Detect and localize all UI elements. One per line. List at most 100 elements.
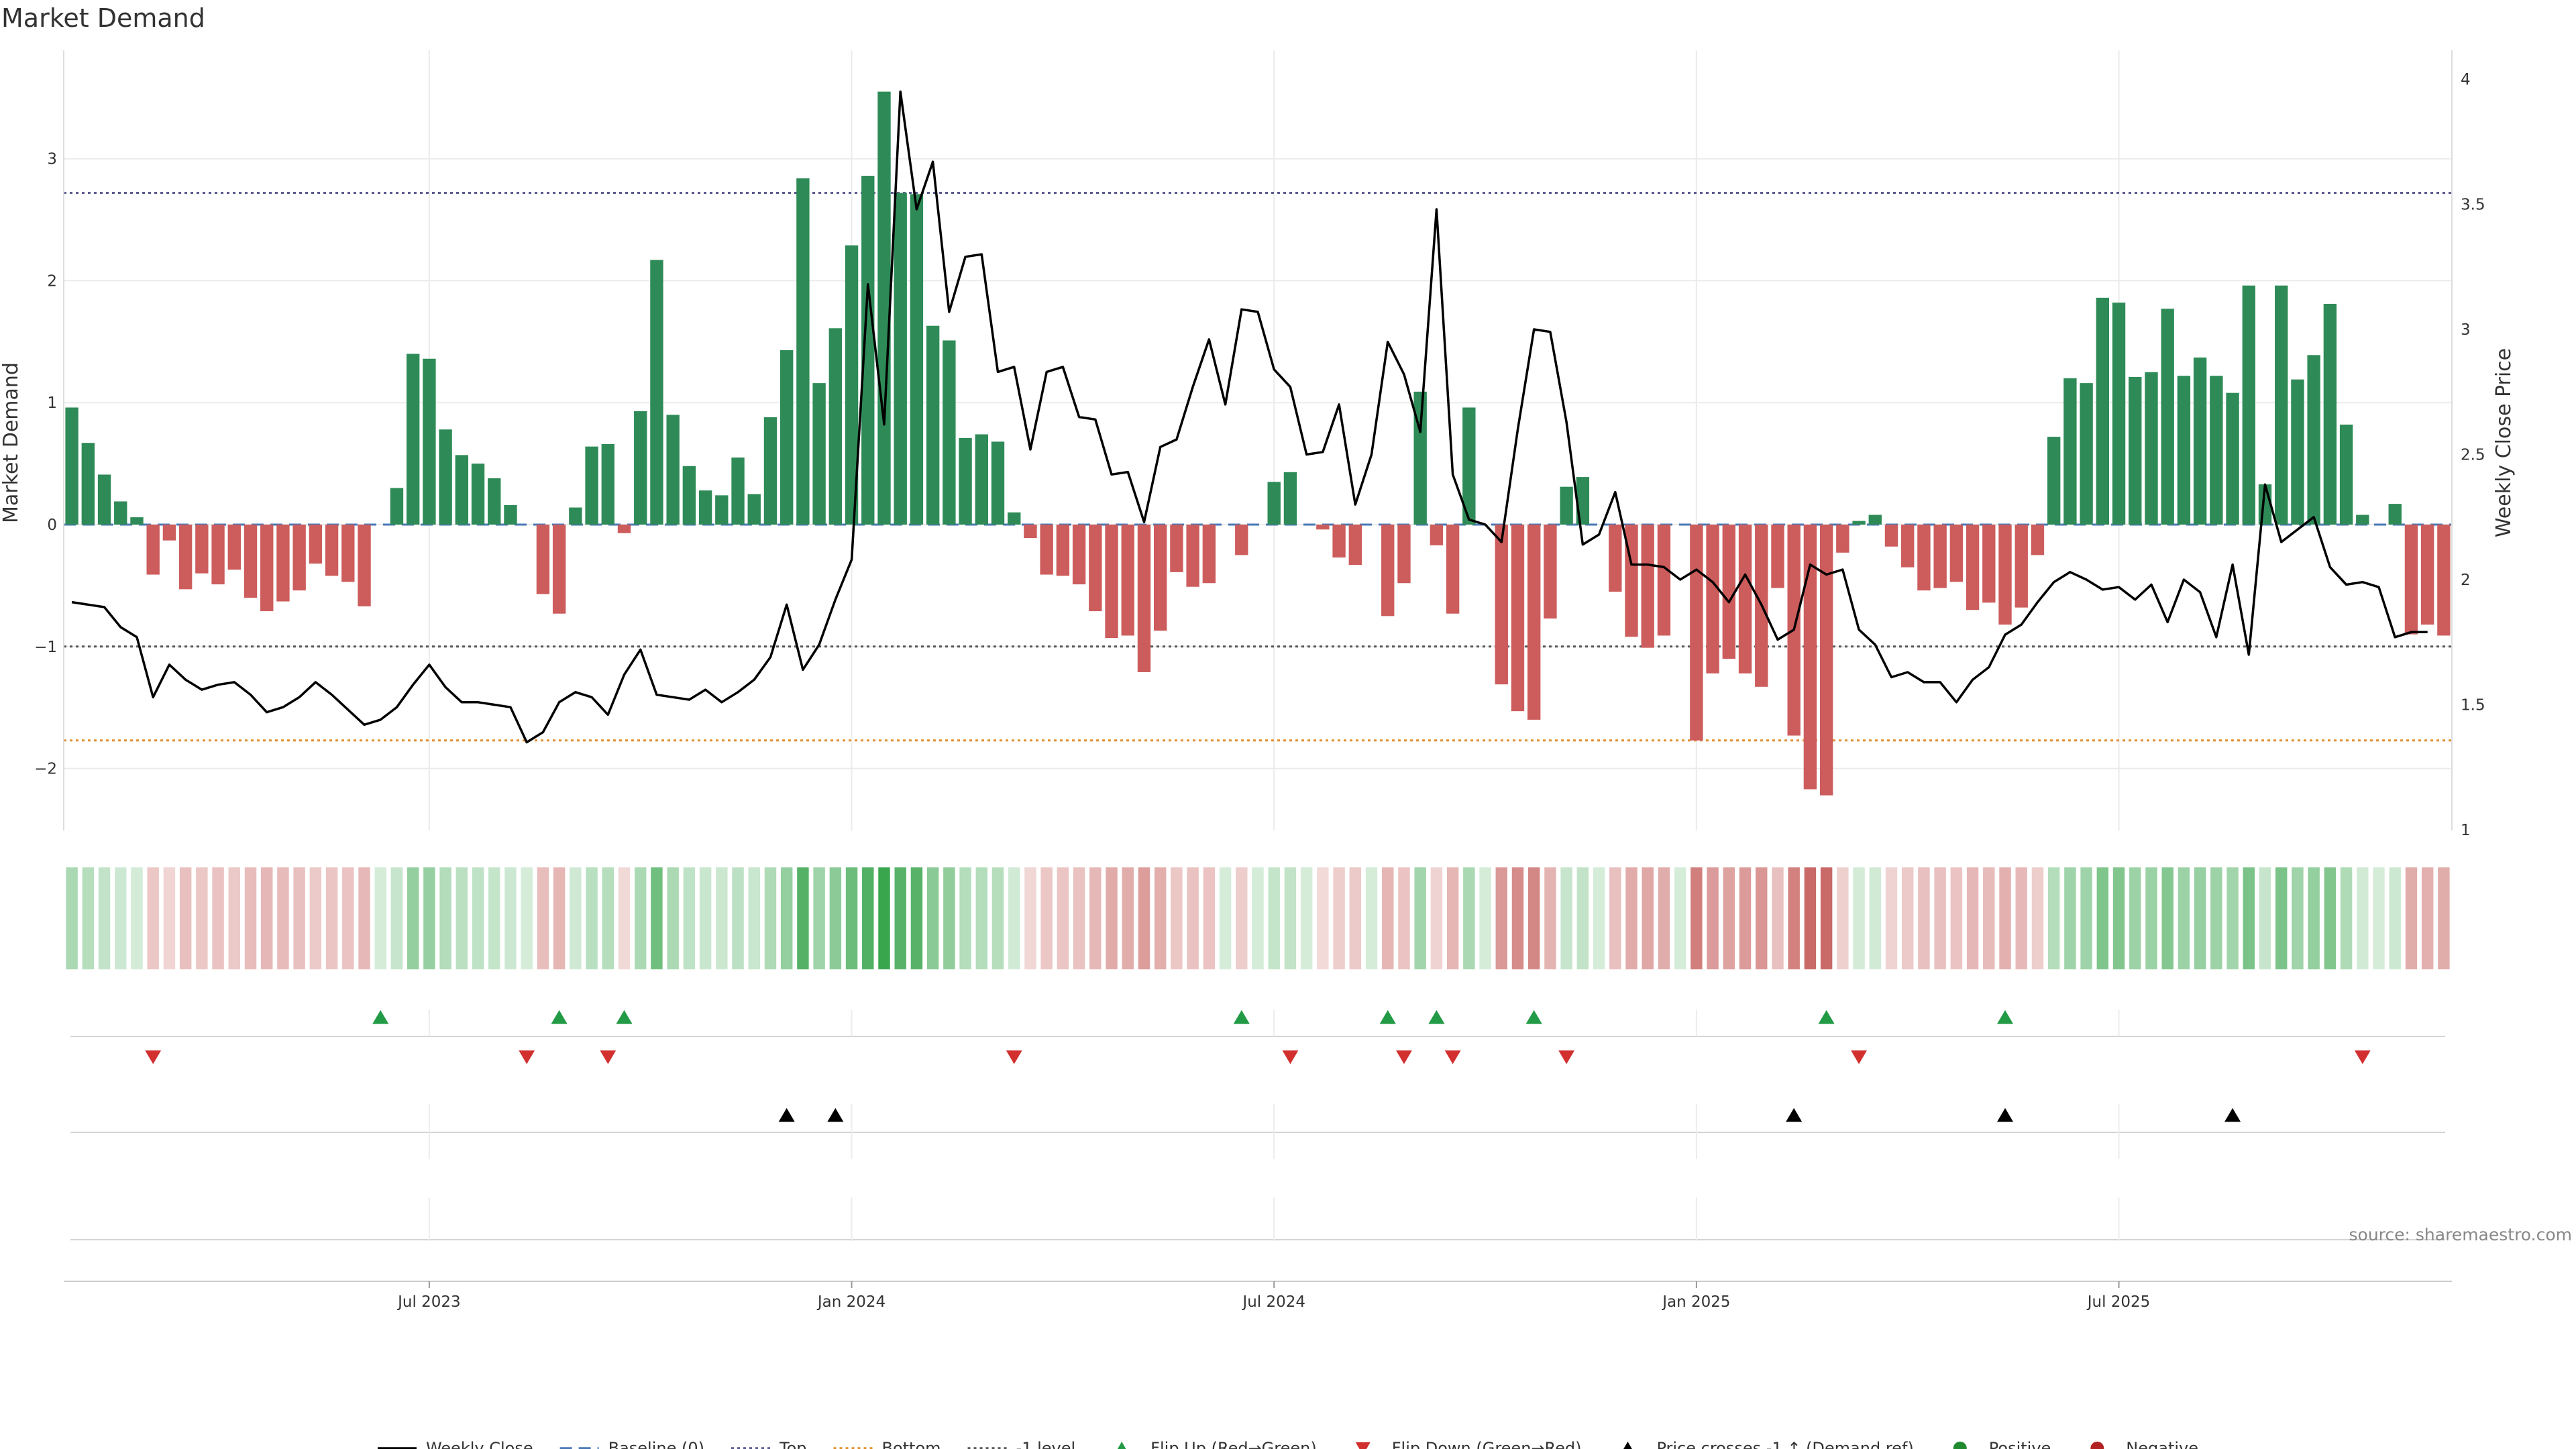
demand-bar bbox=[406, 354, 420, 525]
heat-cell bbox=[1398, 867, 1410, 969]
flip-up-marker bbox=[1379, 1010, 1396, 1024]
demand-bar bbox=[1884, 525, 1898, 547]
flip-down-marker bbox=[1851, 1050, 1868, 1065]
demand-bar bbox=[1121, 525, 1134, 636]
demand-bar bbox=[1917, 525, 1931, 591]
heat-cell bbox=[2210, 867, 2222, 969]
heat-cell bbox=[910, 867, 923, 969]
demand-bar bbox=[2063, 378, 2077, 525]
demand-bar bbox=[1641, 525, 1654, 648]
heat-cell bbox=[2226, 867, 2239, 969]
demand-bar bbox=[2388, 504, 2402, 525]
flip-up-marker bbox=[1233, 1010, 1250, 1024]
demand-bar bbox=[1235, 525, 1248, 555]
heat-cell bbox=[1236, 867, 1248, 969]
heat-cell bbox=[1576, 867, 1589, 969]
heat-cell bbox=[829, 867, 842, 969]
legend-label: Weekly Close bbox=[426, 1439, 533, 1449]
demand-bar bbox=[2080, 383, 2093, 525]
demand-bar bbox=[1495, 525, 1508, 685]
heat-cell bbox=[1089, 867, 1102, 969]
demand-bar bbox=[601, 444, 614, 525]
heat-cell bbox=[1284, 867, 1297, 969]
flip-down-marker bbox=[519, 1050, 535, 1065]
demand-bar bbox=[97, 474, 111, 525]
heat-cell bbox=[472, 867, 484, 969]
heat-cell bbox=[1252, 867, 1264, 969]
heat-cell bbox=[521, 867, 533, 969]
heat-cell bbox=[342, 867, 354, 969]
heat-cell bbox=[163, 867, 176, 969]
heat-cell bbox=[1901, 867, 1914, 969]
y-tick-label: 3 bbox=[47, 151, 57, 168]
flip-down-marker bbox=[1395, 1050, 1412, 1065]
heat-cell bbox=[991, 867, 1004, 969]
demand-bar bbox=[1056, 525, 1070, 576]
demand-bar bbox=[1186, 525, 1199, 587]
demand-bar bbox=[1560, 486, 1573, 525]
heat-cell bbox=[1966, 867, 1979, 969]
legend-swatch bbox=[2090, 1442, 2104, 1449]
demand-bar bbox=[1690, 525, 1703, 741]
demand-bar bbox=[1024, 525, 1037, 538]
heat-cell bbox=[1463, 867, 1475, 969]
heat-cell bbox=[1934, 867, 1946, 969]
demand-bar bbox=[536, 525, 550, 594]
heat-cell bbox=[2243, 867, 2255, 969]
demand-bar bbox=[1706, 525, 1719, 674]
demand-bar bbox=[845, 245, 859, 525]
heat-cell bbox=[716, 867, 728, 969]
heat-cell bbox=[1527, 867, 1540, 969]
heat-cell bbox=[1219, 867, 1232, 969]
demand-bar bbox=[828, 328, 843, 525]
demand-bar bbox=[178, 525, 193, 590]
y2-tick-label: 2.5 bbox=[2461, 447, 2485, 464]
heat-cell bbox=[1300, 867, 1313, 969]
demand-bar bbox=[1040, 525, 1053, 575]
demand-bar bbox=[276, 525, 290, 602]
demand-bar bbox=[1089, 525, 1102, 612]
demand-bar bbox=[358, 525, 371, 606]
x-tick-label: Jul 2024 bbox=[1241, 1293, 1305, 1311]
heat-cell bbox=[1983, 867, 1995, 969]
weekly-close-line bbox=[71, 90, 2428, 744]
demand-bar bbox=[1722, 525, 1735, 659]
price-cross-marker bbox=[1786, 1108, 1803, 1122]
heat-cell bbox=[845, 867, 858, 969]
heat-cell bbox=[618, 867, 631, 969]
heat-cell bbox=[1837, 867, 1849, 969]
heat-cell bbox=[82, 867, 95, 969]
heat-cell bbox=[504, 867, 517, 969]
flip-down-marker bbox=[1444, 1050, 1461, 1065]
heat-cell bbox=[293, 867, 305, 969]
heat-cell bbox=[1918, 867, 1930, 969]
demand-bar bbox=[991, 441, 1005, 525]
x-tick-label: Jul 2023 bbox=[396, 1293, 461, 1311]
demand-bar bbox=[1381, 525, 1395, 616]
heat-cell bbox=[277, 867, 289, 969]
heat-cell bbox=[780, 867, 793, 969]
demand-bar bbox=[552, 525, 566, 614]
demand-bar bbox=[2307, 355, 2320, 525]
heat-cell bbox=[179, 867, 192, 969]
heat-cell bbox=[244, 867, 257, 969]
demand-bar bbox=[1170, 525, 1183, 572]
demand-bar bbox=[244, 525, 258, 598]
legend-label: Negative bbox=[2126, 1439, 2198, 1449]
demand-bar bbox=[260, 525, 274, 612]
heat-cell bbox=[2308, 867, 2320, 969]
legend-item: Bottom bbox=[833, 1439, 941, 1449]
demand-bar bbox=[1283, 472, 1297, 525]
demand-bar bbox=[2129, 377, 2142, 525]
heat-cell bbox=[66, 867, 78, 969]
legend-label: Positive bbox=[1989, 1439, 2051, 1449]
heat-cell bbox=[212, 867, 224, 969]
demand-bar bbox=[2226, 392, 2239, 525]
demand-bar bbox=[1072, 525, 1086, 585]
demand-bar bbox=[2193, 357, 2207, 525]
y-tick-label: 0 bbox=[47, 517, 57, 534]
heat-cell bbox=[635, 867, 647, 969]
legend-swatch bbox=[1953, 1442, 1967, 1449]
heat-cell bbox=[1707, 867, 1719, 969]
legend-label: Top bbox=[779, 1439, 807, 1449]
